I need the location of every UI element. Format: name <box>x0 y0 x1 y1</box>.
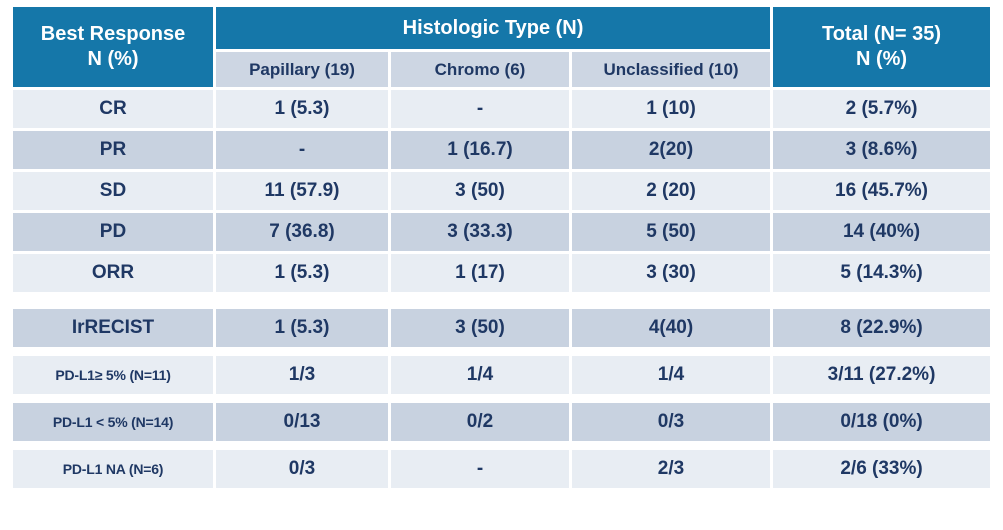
data-cell: - <box>216 131 388 169</box>
data-cell: 2/6 (33%) <box>773 444 991 488</box>
header-histologic-type: Histologic Type (N) <box>216 7 771 49</box>
row-label: CR <box>13 90 213 128</box>
table-row-cr: CR 1 (5.3) - 1 (10) 2 (5.7%) <box>13 90 991 128</box>
table-row-pdl1-ge5: PD-L1≥ 5% (N=11) 1/3 1/4 1/4 3/11 (27.2%… <box>13 350 991 394</box>
row-label: ORR <box>13 254 213 292</box>
data-cell: 3 (50) <box>391 172 569 210</box>
data-cell: 0/18 (0%) <box>773 397 991 441</box>
data-cell: - <box>391 444 569 488</box>
data-cell: 3 (8.6%) <box>773 131 991 169</box>
table-row-irrecist: IrRECIST 1 (5.3) 3 (50) 4(40) 8 (22.9%) <box>13 295 991 347</box>
data-cell: 1 (17) <box>391 254 569 292</box>
row-label: PD-L1 < 5% (N=14) <box>13 397 213 441</box>
header-row-sub: Papillary (19) Chromo (6) Unclassified (… <box>13 52 990 87</box>
data-cell: 1 (16.7) <box>391 131 569 169</box>
row-label: PD-L1≥ 5% (N=11) <box>13 350 213 394</box>
row-label: PD <box>13 213 213 251</box>
data-cell: 1 (5.3) <box>216 254 388 292</box>
data-cell: 1 (5.3) <box>216 90 388 128</box>
data-cell: 3 (33.3) <box>391 213 569 251</box>
data-cell: 5 (50) <box>572 213 771 251</box>
data-cell: 2 (20) <box>572 172 771 210</box>
data-cell: 3 (50) <box>391 295 569 347</box>
data-cell: 8 (22.9%) <box>773 295 991 347</box>
data-cell: 14 (40%) <box>773 213 991 251</box>
data-cell: 2(20) <box>572 131 771 169</box>
row-label: PR <box>13 131 213 169</box>
header-row-main: Best Response N (%) Histologic Type (N) … <box>13 7 991 87</box>
data-cell: 3 (30) <box>572 254 771 292</box>
header-total: Total (N= 35) N (%) <box>773 7 991 87</box>
data-cell: 1/3 <box>216 350 388 394</box>
data-cell: 4(40) <box>572 295 771 347</box>
table-row-sd: SD 11 (57.9) 3 (50) 2 (20) 16 (45.7%) <box>13 172 991 210</box>
data-cell: 11 (57.9) <box>216 172 388 210</box>
table-row-pdl1-na: PD-L1 NA (N=6) 0/3 - 2/3 2/6 (33%) <box>13 444 991 488</box>
table-row-pdl1-lt5: PD-L1 < 5% (N=14) 0/13 0/2 0/3 0/18 (0%) <box>13 397 991 441</box>
data-cell: 16 (45.7%) <box>773 172 991 210</box>
row-label: SD <box>13 172 213 210</box>
table-row-pr: PR - 1 (16.7) 2(20) 3 (8.6%) <box>13 131 991 169</box>
row-label: IrRECIST <box>13 295 213 347</box>
data-cell: 2 (5.7%) <box>773 90 991 128</box>
data-cell: 1/4 <box>391 350 569 394</box>
data-cell: 0/2 <box>391 397 569 441</box>
row-label: PD-L1 NA (N=6) <box>13 444 213 488</box>
table-row-orr: ORR 1 (5.3) 1 (17) 3 (30) 5 (14.3%) <box>13 254 991 292</box>
data-cell: - <box>391 90 569 128</box>
header-best-response: Best Response N (%) <box>13 7 213 87</box>
data-cell: 1 (5.3) <box>216 295 388 347</box>
best-response-table: Best Response N (%) Histologic Type (N) … <box>10 4 993 491</box>
data-cell: 5 (14.3%) <box>773 254 991 292</box>
data-cell: 1 (10) <box>572 90 771 128</box>
data-cell: 0/13 <box>216 397 388 441</box>
data-cell: 1/4 <box>572 350 771 394</box>
table-body: CR 1 (5.3) - 1 (10) 2 (5.7%) PR - 1 (16.… <box>13 90 991 488</box>
data-cell: 0/3 <box>572 397 771 441</box>
data-cell: 3/11 (27.2%) <box>773 350 991 394</box>
header-unclassified: Unclassified (10) <box>572 52 771 87</box>
table-header: Best Response N (%) Histologic Type (N) … <box>13 7 991 87</box>
header-papillary: Papillary (19) <box>216 52 388 87</box>
header-chromo: Chromo (6) <box>391 52 569 87</box>
data-cell: 0/3 <box>216 444 388 488</box>
table-row-pd: PD 7 (36.8) 3 (33.3) 5 (50) 14 (40%) <box>13 213 991 251</box>
data-cell: 2/3 <box>572 444 771 488</box>
data-cell: 7 (36.8) <box>216 213 388 251</box>
